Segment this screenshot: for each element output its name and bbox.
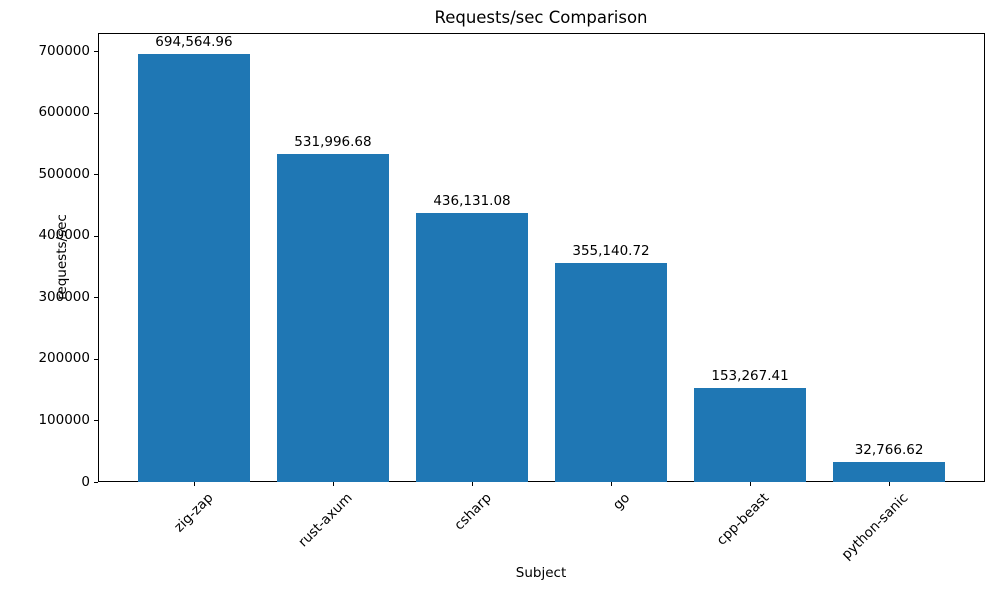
y-tick-mark bbox=[94, 358, 98, 360]
x-tick-label: csharp bbox=[450, 490, 495, 534]
bar-value-label: 355,140.72 bbox=[572, 243, 650, 260]
bar-value-label: 531,996.68 bbox=[294, 134, 372, 151]
y-tick-label: 500000 bbox=[38, 165, 90, 182]
bar-rust-axum bbox=[277, 154, 389, 482]
y-tick-label: 300000 bbox=[38, 288, 90, 305]
y-tick-mark bbox=[94, 482, 98, 483]
y-tick-label: 700000 bbox=[38, 42, 90, 59]
y-tick-mark bbox=[94, 174, 98, 176]
x-tick-label: go bbox=[610, 490, 634, 514]
x-tick-mark bbox=[332, 482, 334, 486]
x-tick-mark bbox=[193, 482, 195, 486]
x-axis-label: Subject bbox=[515, 565, 567, 581]
bar-value-label: 153,267.41 bbox=[711, 367, 789, 384]
y-tick-label: 400000 bbox=[38, 227, 90, 244]
bar-csharp bbox=[416, 213, 528, 482]
bar-python-sanic bbox=[833, 461, 945, 482]
bar-zig-zap bbox=[138, 54, 250, 482]
bar-value-label: 436,131.08 bbox=[433, 193, 511, 210]
x-tick-label: python-sanic bbox=[838, 490, 912, 563]
y-tick-mark bbox=[94, 235, 98, 237]
y-tick-mark bbox=[94, 420, 98, 422]
bar-go bbox=[555, 263, 667, 482]
x-tick-label: cpp-beast bbox=[713, 490, 773, 549]
bar-cpp-beast bbox=[694, 387, 806, 482]
y-tick-label: 0 bbox=[81, 473, 90, 490]
y-tick-mark bbox=[94, 297, 98, 299]
x-tick-mark bbox=[889, 482, 891, 486]
x-tick-label: rust-axum bbox=[294, 490, 356, 551]
y-tick-mark bbox=[94, 51, 98, 53]
y-tick-label: 100000 bbox=[38, 411, 90, 428]
x-tick-mark bbox=[611, 482, 612, 486]
y-tick-label: 200000 bbox=[38, 350, 90, 367]
chart-title: Requests/sec Comparison bbox=[434, 8, 648, 27]
bar-value-label: 32,766.62 bbox=[854, 441, 924, 458]
y-tick-mark bbox=[94, 112, 98, 114]
x-tick-mark bbox=[471, 482, 473, 486]
y-tick-label: 600000 bbox=[38, 104, 90, 121]
x-tick-label: zig-zap bbox=[170, 490, 217, 536]
bar-value-label: 694,564.96 bbox=[155, 34, 233, 51]
x-tick-mark bbox=[750, 482, 752, 486]
